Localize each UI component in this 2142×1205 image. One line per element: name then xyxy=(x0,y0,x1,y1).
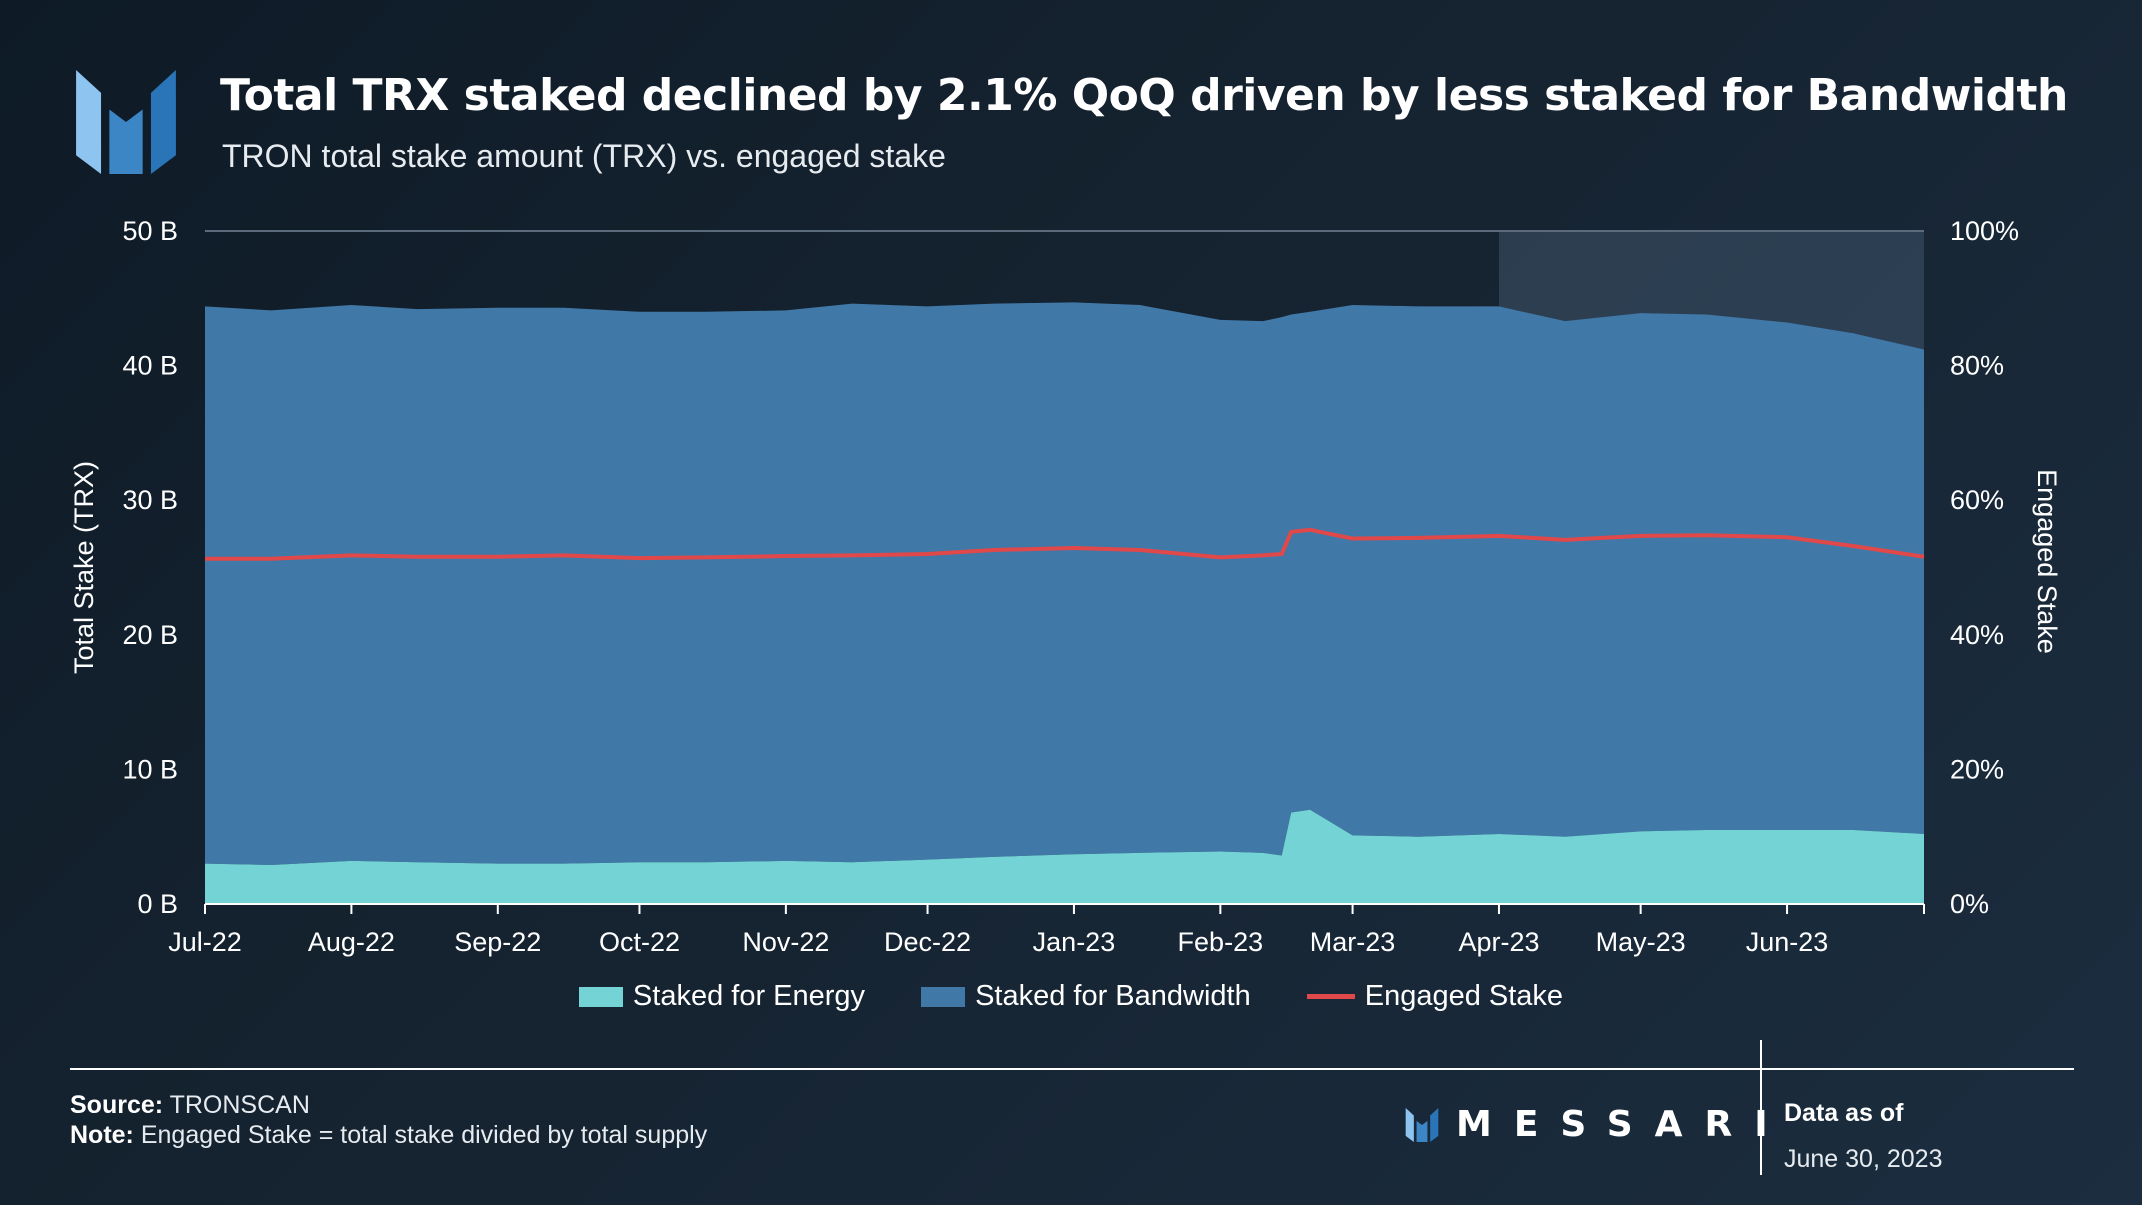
data-as-of: Data as of June 30, 2023 xyxy=(1784,1090,1942,1182)
y2-axis-title: Engaged Stake xyxy=(2032,469,2062,654)
legend-label-engaged: Engaged Stake xyxy=(1364,980,1564,1012)
footer-divider xyxy=(70,1068,2074,1070)
series-engaged-stake xyxy=(205,527,1925,561)
x-tick-label: Oct-22 xyxy=(599,927,680,957)
x-tick-label: Jun-23 xyxy=(1746,927,1829,957)
source-label: Source: xyxy=(70,1091,164,1119)
legend-label-energy: Staked for Energy xyxy=(632,980,866,1012)
y-tick-label: 20 B xyxy=(122,620,178,650)
source-value: TRONSCAN xyxy=(169,1091,310,1119)
messari-brand: MESSARI xyxy=(1402,1104,1790,1145)
y-axis-title: Total Stake (TRX) xyxy=(69,461,99,674)
y-tick-label: 40 B xyxy=(122,351,178,381)
x-tick-label: Nov-22 xyxy=(742,927,829,957)
series-staked-for-bandwidth xyxy=(205,302,1924,865)
note-line: Note: Engaged Stake = total stake divide… xyxy=(70,1120,707,1150)
data-as-of-date: June 30, 2023 xyxy=(1784,1145,1943,1173)
y-tick-label: 0 B xyxy=(137,889,178,919)
legend-label-bandwidth: Staked for Bandwidth xyxy=(975,980,1251,1012)
y2-tick-label: 100% xyxy=(1950,216,2019,246)
legend-swatch-engaged xyxy=(1306,994,1355,999)
legend-swatch-bandwidth xyxy=(921,986,966,1007)
y-tick-label: 30 B xyxy=(122,485,178,515)
y2-tick-label: 60% xyxy=(1950,485,2004,515)
x-tick-label: Aug-22 xyxy=(308,927,395,957)
footer-vertical-divider xyxy=(1760,1040,1762,1175)
x-tick-label: Apr-23 xyxy=(1458,927,1539,957)
footer-notes: Source: TRONSCAN Note: Engaged Stake = t… xyxy=(70,1090,707,1150)
y2-tick-label: 20% xyxy=(1950,754,2004,784)
y2-tick-label: 80% xyxy=(1950,351,2004,381)
x-tick-label: Feb-23 xyxy=(1178,927,1264,957)
x-tick-label: Jan-23 xyxy=(1033,927,1116,957)
y2-tick-label: 0% xyxy=(1950,889,1989,919)
legend-swatch-energy xyxy=(578,986,623,1007)
source-line: Source: TRONSCAN xyxy=(70,1090,707,1120)
legend-item-bandwidth: Staked for Bandwidth xyxy=(921,980,1251,1013)
y-tick-label: 10 B xyxy=(122,754,178,784)
legend-item-engaged: Engaged Stake xyxy=(1306,980,1564,1013)
note-label: Note: xyxy=(70,1121,134,1149)
brand-name: MESSARI xyxy=(1456,1104,1790,1145)
data-as-of-label: Data as of xyxy=(1784,1099,1904,1127)
legend-item-energy: Staked for Energy xyxy=(578,980,866,1013)
x-tick-label: Sep-22 xyxy=(454,927,541,957)
stake-chart: 0 B 10 B 20 B 30 B 40 B 50 B 0% 20% 40% 60% 80% 100… xyxy=(69,216,2062,957)
y2-tick-label: 40% xyxy=(1950,620,2004,650)
x-tick-label: May-23 xyxy=(1596,927,1686,957)
chart-title: Total TRX staked declined by 2.1% QoQ dr… xyxy=(220,70,2068,121)
x-tick-label: Mar-23 xyxy=(1310,927,1396,957)
note-value: Engaged Stake = total stake divided by t… xyxy=(140,1121,708,1149)
y-tick-label: 50 B xyxy=(122,216,178,246)
messari-logo-icon xyxy=(76,70,176,174)
x-tick-label: Dec-22 xyxy=(884,927,971,957)
chart-legend: Staked for Energy Staked for Bandwidth E… xyxy=(0,980,2142,1013)
series-staked-for-energy xyxy=(205,809,1924,904)
chart-subtitle: TRON total stake amount (TRX) vs. engage… xyxy=(222,138,946,174)
messari-brand-icon xyxy=(1405,1107,1439,1142)
x-tick-label: Jul-22 xyxy=(168,927,242,957)
